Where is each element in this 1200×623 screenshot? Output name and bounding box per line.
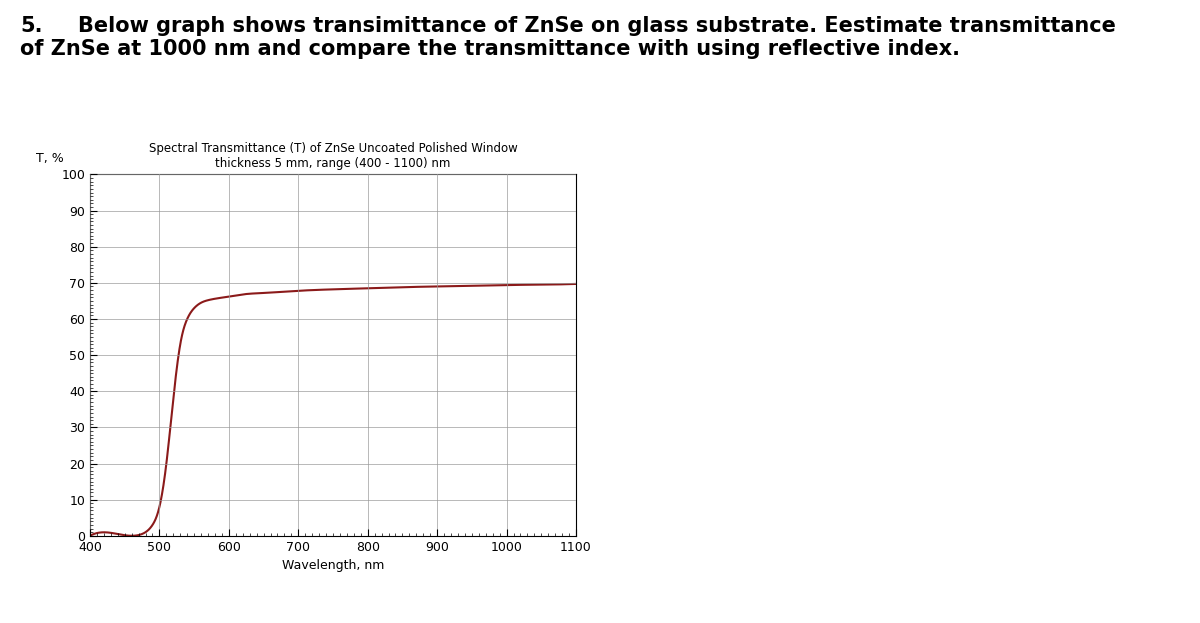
Text: T, %: T, %	[36, 152, 64, 165]
X-axis label: Wavelength, nm: Wavelength, nm	[282, 559, 384, 572]
Text: Below graph shows transimittance of ZnSe on glass substrate. Eestimate transmitt: Below graph shows transimittance of ZnSe…	[20, 16, 1116, 59]
Title: Spectral Transmittance (T) of ZnSe Uncoated Polished Window
thickness 5 mm, rang: Spectral Transmittance (T) of ZnSe Uncoa…	[149, 143, 517, 171]
Text: 5.: 5.	[20, 16, 43, 36]
